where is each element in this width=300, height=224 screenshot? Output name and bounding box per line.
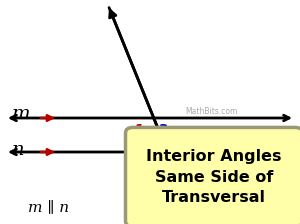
Text: m: m [12,105,31,123]
Text: 1: 1 [134,123,144,137]
Text: 3: 3 [158,123,167,137]
Text: Interior Angles
Same Side of
Transversal: Interior Angles Same Side of Transversal [146,149,282,205]
Text: MathBits.com: MathBits.com [185,108,237,116]
Text: 2: 2 [150,157,160,171]
FancyBboxPatch shape [125,127,300,224]
Text: 4: 4 [172,157,181,171]
Text: n: n [12,141,25,159]
Text: m ∥ n: m ∥ n [28,200,69,214]
